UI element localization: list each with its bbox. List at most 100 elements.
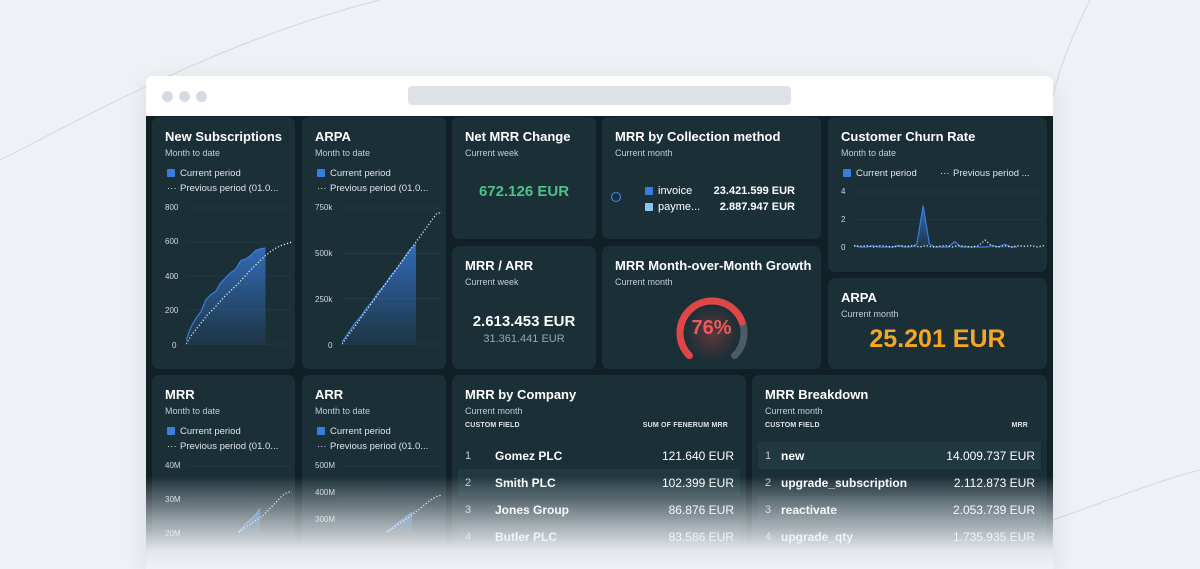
y-tick-label: 2 xyxy=(841,215,846,224)
widget-title: MRR by Company xyxy=(465,387,577,402)
widget-title: ARR xyxy=(315,387,344,402)
series-line-previous xyxy=(854,239,1044,248)
widget-subtitle: Current month xyxy=(615,277,673,287)
browser-titlebar xyxy=(146,76,1053,116)
table-row[interactable]: 2 Smith PLC 102.399 EUR xyxy=(458,469,740,496)
table-row[interactable]: 3 reactivate 2.053.739 EUR xyxy=(758,496,1041,523)
row-name: upgrade_qty xyxy=(781,530,854,544)
address-bar[interactable] xyxy=(408,86,791,105)
window-dot-close[interactable] xyxy=(162,91,173,102)
table-header-sum-mrr[interactable]: SUM OF FENERUM MRR xyxy=(642,422,728,429)
y-tick-label: 250k xyxy=(315,295,333,304)
legend-previous: ··· Previous period (01.0... xyxy=(165,183,278,194)
window-dot-minimize[interactable] xyxy=(179,91,190,102)
legend-label: Current period xyxy=(330,168,391,179)
row-value: 14.009.737 EUR xyxy=(946,449,1035,463)
legend-label: Previous period (01.0... xyxy=(180,183,279,194)
pie-legend-item: payme... xyxy=(643,201,700,213)
pie-legend-item: invoice xyxy=(643,185,692,197)
table-row[interactable]: 1 new 14.009.737 EUR xyxy=(758,442,1041,469)
widget-title: MRR Breakdown xyxy=(765,387,869,402)
row-rank: 2 xyxy=(765,477,772,489)
net-mrr-change-value: 672.126 EUR xyxy=(478,183,570,200)
row-rank: 4 xyxy=(465,531,472,543)
legend-label: Current period xyxy=(180,168,241,179)
table-header-custom-field[interactable]: CUSTOM FIELD xyxy=(765,422,820,429)
widget-mrr-mom-growth[interactable]: MRR Month-over-Month Growth Current mont… xyxy=(602,246,821,369)
row-value: 1.735.935 EUR xyxy=(952,530,1035,544)
series-line-previous xyxy=(238,491,292,533)
legend-previous: ··· Previous period (01.0... xyxy=(315,183,428,194)
legend-dotted-swatch: ··· xyxy=(317,441,327,452)
window-dot-maximize[interactable] xyxy=(196,91,207,102)
legend-swatch-current xyxy=(843,169,851,177)
legend-current: Current period xyxy=(315,426,391,437)
widget-subtitle: Month to date xyxy=(315,406,371,416)
legend-swatch-current xyxy=(167,427,175,435)
widget-net-mrr-change[interactable]: Net MRR Change Current week 672.126 EUR xyxy=(452,117,596,239)
row-name: Butler PLC xyxy=(495,530,558,544)
series-area-current xyxy=(186,247,266,345)
widget-arr-chart[interactable]: ARR Month to date Current period ··· Prev… xyxy=(302,375,446,569)
y-tick-label: 4 xyxy=(841,187,846,196)
widget-title: MRR Month-over-Month Growth xyxy=(615,258,812,273)
series-line-previous xyxy=(386,494,442,533)
pie-slice-label: invoice xyxy=(658,185,693,197)
widget-subtitle: Month to date xyxy=(165,148,221,158)
row-name: Jones Group xyxy=(495,503,570,517)
widget-title: MRR by Collection method xyxy=(615,129,781,144)
arr-chart xyxy=(342,465,442,533)
legend-label: Previous period (01.0... xyxy=(330,183,429,194)
widget-subtitle: Current month xyxy=(615,148,673,158)
row-value: 121.640 EUR xyxy=(661,449,734,463)
row-rank: 3 xyxy=(465,504,472,516)
browser-window: New Subscriptions Month to date Current … xyxy=(146,76,1053,569)
row-value: 86.876 EUR xyxy=(668,503,734,517)
gauge-fill xyxy=(676,297,746,360)
widget-mrr-breakdown[interactable]: MRR Breakdown Current month CUSTOM FIELD… xyxy=(752,375,1047,569)
series-line-current xyxy=(854,205,1018,248)
row-value: 102.399 EUR xyxy=(661,476,734,490)
pie-slice-label: payme... xyxy=(658,201,701,213)
table-row[interactable]: 1 Gomez PLC 121.640 EUR xyxy=(458,442,740,469)
widget-mrr-arr[interactable]: MRR / ARR Current week 2.613.453 EUR 31.… xyxy=(452,246,596,369)
table-row[interactable]: 4 Butler PLC 83.586 EUR xyxy=(458,523,740,550)
y-tick-label: 40M xyxy=(165,461,181,470)
table-row[interactable]: 3 Jones Group 86.876 EUR xyxy=(458,496,740,523)
new-subscriptions-chart xyxy=(186,207,292,345)
y-tick-label: 0 xyxy=(328,341,333,350)
table-row[interactable]: 4 upgrade_qty 1.735.935 EUR xyxy=(758,523,1041,550)
row-name: Gomez PLC xyxy=(495,449,563,463)
table-row[interactable]: 2 upgrade_subscription 2.112.873 EUR xyxy=(758,469,1041,496)
mrr-chart xyxy=(186,465,292,533)
row-value: 2.112.873 EUR xyxy=(953,476,1035,490)
growth-gauge xyxy=(676,297,748,361)
legend-label: Previous period (01.0... xyxy=(180,441,279,452)
legend-previous: ··· Previous period (01.0... xyxy=(315,441,428,452)
widget-new-subscriptions[interactable]: New Subscriptions Month to date Current … xyxy=(152,117,295,369)
table-header-mrr[interactable]: MRR xyxy=(1011,422,1028,429)
widget-mrr-chart[interactable]: MRR Month to date Current period ··· Prev… xyxy=(152,375,295,569)
legend-label: Previous period (01.0... xyxy=(330,441,429,452)
table-header-custom-field[interactable]: CUSTOM FIELD xyxy=(465,422,520,429)
widget-customer-churn-rate[interactable]: Customer Churn Rate Month to date Curren… xyxy=(828,117,1047,272)
pie-slice-value: 2.887.947 EUR xyxy=(719,201,795,213)
series-line-current xyxy=(342,243,417,343)
widget-subtitle: Current month xyxy=(765,406,823,416)
arpa-chart xyxy=(342,207,442,345)
widget-subtitle: Current week xyxy=(465,277,519,287)
widget-mrr-by-collection[interactable]: MRR by Collection method Current month i… xyxy=(602,117,821,239)
y-tick-label: 20M xyxy=(165,529,181,538)
widget-arpa-chart[interactable]: ARPA Month to date Current period ··· Pre… xyxy=(302,117,446,369)
y-tick-label: 500M xyxy=(315,461,336,470)
widget-title: ARPA xyxy=(315,129,351,144)
widget-title: MRR xyxy=(165,387,195,402)
growth-value: 76% xyxy=(691,317,732,339)
widget-arpa-kpi[interactable]: ARPA Current month 25.201 EUR xyxy=(828,278,1047,369)
legend-previous: ··· Previous period (01.0... xyxy=(165,441,278,452)
widget-title: Net MRR Change xyxy=(465,129,571,144)
y-tick-label: 600 xyxy=(165,237,179,246)
mrr-value: 2.613.453 EUR xyxy=(472,313,576,330)
widget-mrr-by-company[interactable]: MRR by Company Current month CUSTOM FIEL… xyxy=(452,375,746,569)
row-name: upgrade_subscription xyxy=(781,476,908,490)
